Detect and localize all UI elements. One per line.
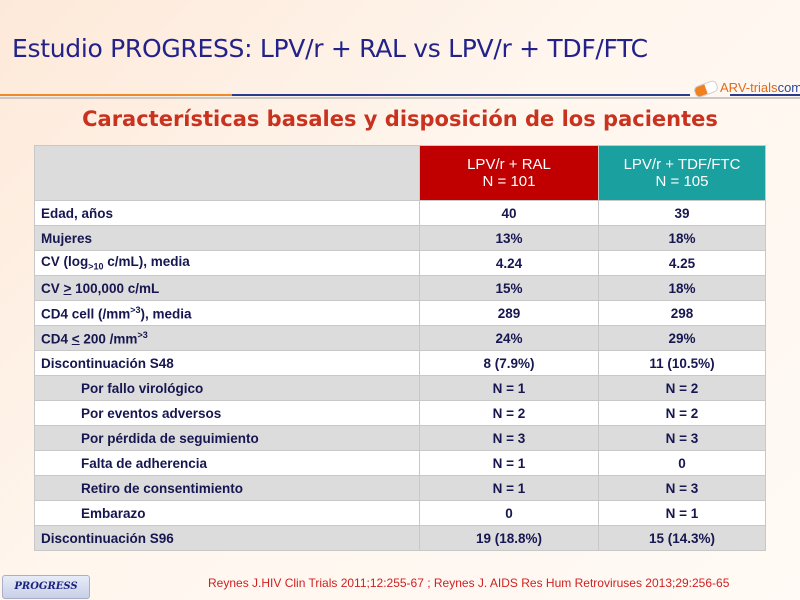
cell-tdf: 18%	[598, 225, 766, 251]
cell-tdf: 0	[598, 450, 766, 476]
baseline-table: LPV/r + RAL N = 101 LPV/r + TDF/FTC N = 10…	[34, 145, 766, 551]
header-ral-arm: LPV/r + RAL N = 101	[419, 145, 599, 201]
table-row: Discontinuación S96 19 (18.8%) 15 (14.3%)	[34, 525, 766, 551]
progress-badge[interactable]: PROGRESS	[2, 575, 90, 599]
table-row: Discontinuación S48 8 (7.9%) 11 (10.5%)	[34, 350, 766, 376]
row-label: Discontinuación S96	[34, 525, 420, 551]
cell-tdf: N = 3	[598, 475, 766, 501]
table-row: CD4 cell (/mm>3), media 289 298	[34, 300, 766, 326]
table-header-row: LPV/r + RAL N = 101 LPV/r + TDF/FTC N = 10…	[34, 145, 766, 201]
row-label: Por pérdida de seguimiento	[34, 425, 420, 451]
table-row: CV (log>10 c/mL), media 4.24 4.25	[34, 250, 766, 276]
divider-blue-right	[730, 94, 800, 96]
reference: Reynes J.HIV Clin Trials 2011;12:255-67 …	[208, 576, 730, 590]
row-label: CV (log>10 c/mL), media	[34, 250, 420, 276]
cell-ral: N = 3	[419, 425, 599, 451]
table-row: Mujeres 13% 18%	[34, 225, 766, 251]
cell-ral: 13%	[419, 225, 599, 251]
divider-blue	[232, 94, 690, 96]
cell-tdf: 298	[598, 300, 766, 326]
cell-ral: 19 (18.8%)	[419, 525, 599, 551]
logo-suffix: com	[777, 80, 800, 95]
cell-tdf: N = 2	[598, 400, 766, 426]
table-row: Edad, años 40 39	[34, 200, 766, 226]
logo-brand: ARV-trials	[720, 80, 778, 95]
header-arm-n: N = 105	[655, 173, 709, 190]
cell-ral: 4.24	[419, 250, 599, 276]
row-label: CD4 cell (/mm>3), media	[34, 300, 420, 326]
row-label: Falta de adherencia	[34, 450, 420, 476]
cell-tdf: 4.25	[598, 250, 766, 276]
cell-ral: N = 1	[419, 375, 599, 401]
divider-orange	[0, 94, 232, 96]
header-arm-name: LPV/r + TDF/FTC	[623, 156, 741, 173]
header-arm-name: LPV/r + RAL	[467, 156, 551, 173]
slide-title: Estudio PROGRESS: LPV/r + RAL vs LPV/r +…	[12, 34, 648, 63]
header-tdf-arm: LPV/r + TDF/FTC N = 105	[598, 145, 766, 201]
row-label: Mujeres	[34, 225, 420, 251]
cell-ral: 0	[419, 500, 599, 526]
cell-tdf: N = 1	[598, 500, 766, 526]
cell-ral: N = 1	[419, 450, 599, 476]
row-label: Embarazo	[34, 500, 420, 526]
cell-tdf: 15 (14.3%)	[598, 525, 766, 551]
cell-ral: 24%	[419, 325, 599, 351]
cell-ral: 15%	[419, 275, 599, 301]
cell-tdf: 29%	[598, 325, 766, 351]
row-label: CV > 100,000 c/mL	[34, 275, 420, 301]
pill-icon	[692, 78, 720, 99]
header-empty	[34, 145, 420, 201]
arv-trials-logo: ARV-trialscom	[692, 78, 800, 99]
row-label: Discontinuación S48	[34, 350, 420, 376]
row-label: CD4 < 200 /mm>3	[34, 325, 420, 351]
cell-ral: 8 (7.9%)	[419, 350, 599, 376]
slide-subtitle: Características basales y disposición de…	[82, 107, 718, 131]
table-row: Embarazo 0 N = 1	[34, 500, 766, 526]
cell-tdf: 11 (10.5%)	[598, 350, 766, 376]
cell-tdf: N = 2	[598, 375, 766, 401]
table-row: CV > 100,000 c/mL 15% 18%	[34, 275, 766, 301]
cell-ral: N = 1	[419, 475, 599, 501]
cell-tdf: 39	[598, 200, 766, 226]
row-label: Por fallo virológico	[34, 375, 420, 401]
table-row: CD4 < 200 /mm>3 24% 29%	[34, 325, 766, 351]
row-label: Por eventos adversos	[34, 400, 420, 426]
cell-ral: 40	[419, 200, 599, 226]
header-arm-n: N = 101	[482, 173, 536, 190]
divider-gray	[0, 97, 800, 99]
cell-tdf: N = 3	[598, 425, 766, 451]
cell-ral: N = 2	[419, 400, 599, 426]
row-label: Edad, años	[34, 200, 420, 226]
row-label: Retiro de consentimiento	[34, 475, 420, 501]
cell-ral: 289	[419, 300, 599, 326]
cell-tdf: 18%	[598, 275, 766, 301]
